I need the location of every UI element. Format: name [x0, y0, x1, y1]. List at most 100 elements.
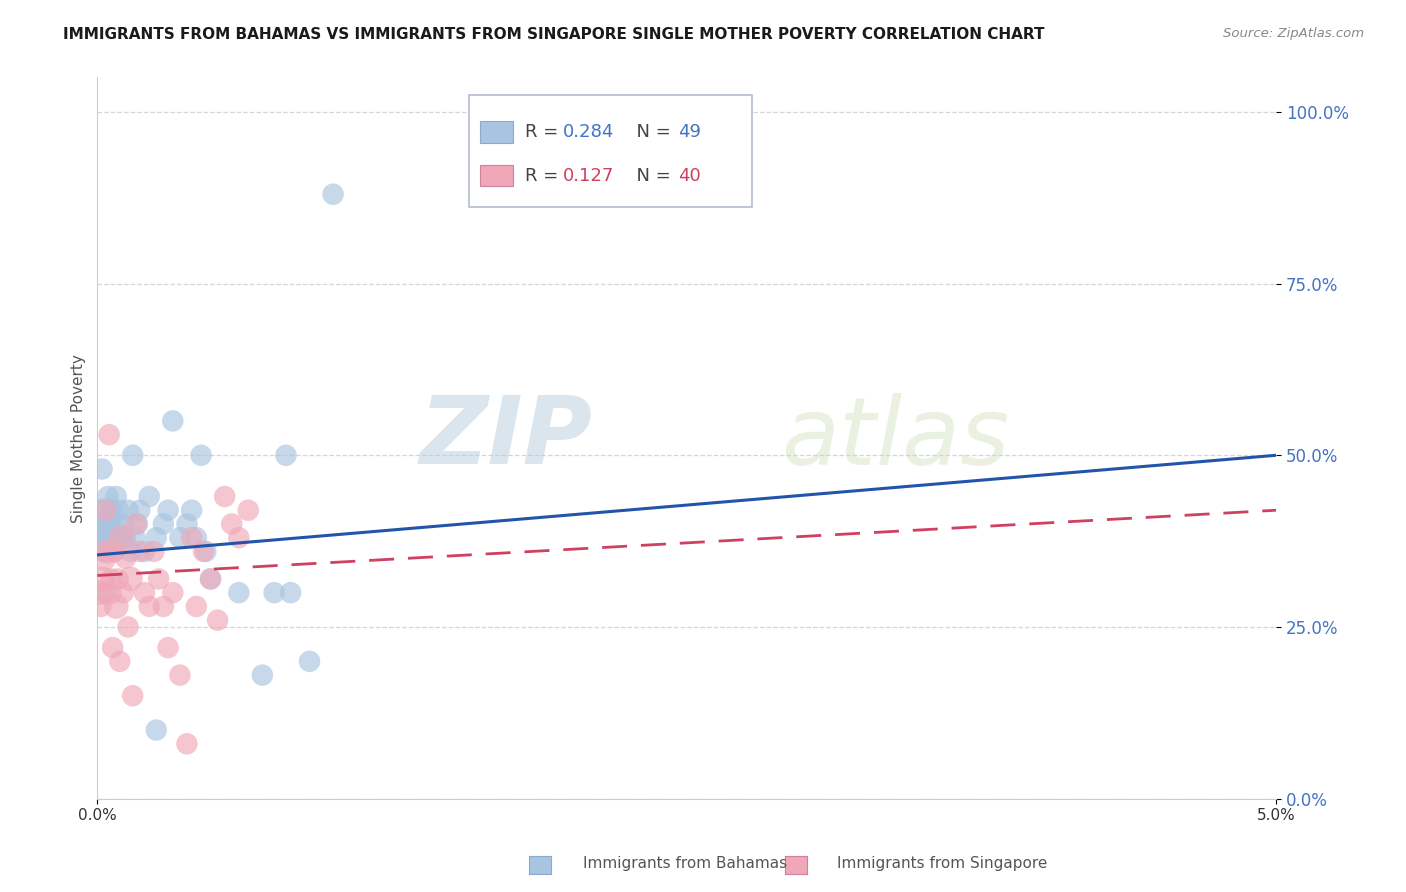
Point: [91, 462, 114, 476]
Point: [128, 544, 150, 558]
Point: [117, 503, 139, 517]
Point: [107, 572, 129, 586]
Point: [114, 531, 136, 545]
Point: [112, 516, 135, 531]
Point: [120, 544, 142, 558]
Point: [186, 599, 208, 614]
FancyBboxPatch shape: [481, 165, 513, 186]
Text: N =: N =: [626, 167, 676, 185]
Point: [207, 613, 229, 627]
Point: [91, 531, 114, 545]
Point: [98, 585, 121, 599]
Text: N =: N =: [626, 123, 676, 141]
Point: [148, 572, 170, 586]
Point: [214, 490, 236, 504]
Point: [103, 544, 125, 558]
Text: Source: ZipAtlas.com: Source: ZipAtlas.com: [1223, 27, 1364, 40]
Point: [176, 737, 198, 751]
Point: [190, 448, 212, 462]
Point: [89, 585, 111, 599]
Text: 0.284: 0.284: [562, 123, 614, 141]
Point: [186, 531, 208, 545]
Point: [194, 544, 217, 558]
Point: [200, 572, 222, 586]
Point: [322, 187, 344, 202]
Point: [138, 599, 160, 614]
Point: [112, 585, 135, 599]
Point: [180, 531, 202, 545]
FancyBboxPatch shape: [468, 95, 752, 207]
Point: [280, 585, 302, 599]
Point: [103, 544, 125, 558]
Point: [101, 531, 124, 545]
Point: [117, 620, 139, 634]
Point: [108, 654, 131, 668]
Point: [157, 503, 180, 517]
Point: [134, 544, 156, 558]
Point: [125, 516, 148, 531]
Point: [124, 531, 146, 545]
Point: [152, 516, 174, 531]
Point: [176, 516, 198, 531]
Point: [238, 503, 260, 517]
Y-axis label: Single Mother Poverty: Single Mother Poverty: [72, 353, 86, 523]
Point: [110, 531, 132, 545]
Point: [180, 503, 202, 517]
Point: [98, 427, 121, 442]
Point: [94, 503, 117, 517]
Point: [200, 572, 222, 586]
Point: [128, 503, 150, 517]
Text: Immigrants from Singapore: Immigrants from Singapore: [837, 856, 1047, 871]
Point: [100, 503, 122, 517]
Point: [94, 503, 117, 517]
Point: [120, 572, 142, 586]
Point: [138, 490, 160, 504]
Text: 40: 40: [679, 167, 702, 185]
Point: [87, 531, 110, 545]
Text: 49: 49: [679, 123, 702, 141]
Point: [93, 551, 115, 566]
Point: [263, 585, 285, 599]
Point: [104, 516, 127, 531]
Point: [105, 490, 128, 504]
Point: [157, 640, 180, 655]
Text: IMMIGRANTS FROM BAHAMAS VS IMMIGRANTS FROM SINGAPORE SINGLE MOTHER POVERTY CORRE: IMMIGRANTS FROM BAHAMAS VS IMMIGRANTS FR…: [63, 27, 1045, 42]
Text: Immigrants from Bahamas: Immigrants from Bahamas: [583, 856, 787, 871]
Text: atlas: atlas: [780, 392, 1010, 483]
Point: [127, 516, 149, 531]
Point: [228, 531, 250, 545]
Point: [145, 723, 167, 737]
Point: [90, 599, 112, 614]
Point: [97, 490, 120, 504]
Point: [152, 599, 174, 614]
Text: 0.127: 0.127: [562, 167, 614, 185]
Point: [193, 544, 215, 558]
Point: [101, 640, 124, 655]
Point: [274, 448, 297, 462]
Point: [96, 544, 118, 558]
Point: [100, 572, 122, 586]
Point: [94, 585, 117, 599]
Text: R =: R =: [526, 167, 564, 185]
Point: [114, 551, 136, 566]
Point: [221, 516, 243, 531]
Point: [91, 572, 114, 586]
Point: [145, 531, 167, 545]
Point: [91, 544, 114, 558]
Point: [142, 544, 165, 558]
Point: [169, 531, 191, 545]
Point: [162, 414, 184, 428]
Text: ZIP: ZIP: [419, 392, 592, 484]
Point: [90, 503, 112, 517]
Point: [121, 448, 143, 462]
Text: R =: R =: [526, 123, 564, 141]
Point: [134, 585, 156, 599]
Point: [107, 503, 129, 517]
Point: [96, 531, 118, 545]
Point: [98, 516, 121, 531]
Point: [162, 585, 184, 599]
Point: [252, 668, 274, 682]
Point: [169, 668, 191, 682]
Point: [93, 516, 115, 531]
Point: [228, 585, 250, 599]
